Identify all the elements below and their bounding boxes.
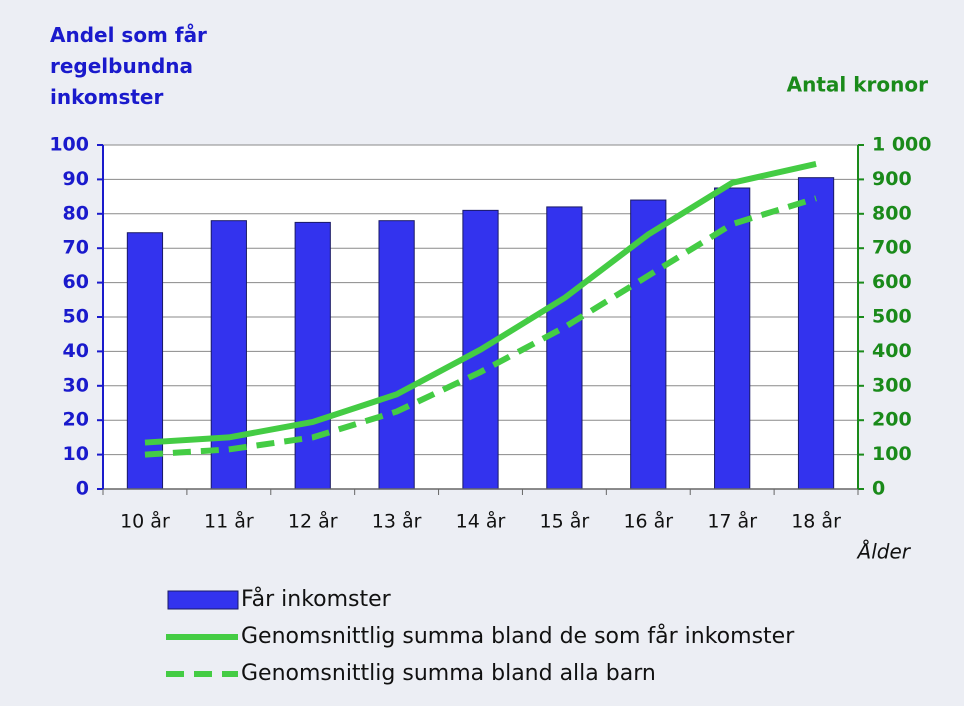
x-tick-label: 12 år bbox=[288, 510, 338, 533]
x-tick-label: 18 år bbox=[791, 510, 841, 533]
legend-label: Genomsnittlig summa bland alla barn bbox=[241, 661, 656, 686]
legend-label: Får inkomster bbox=[241, 586, 392, 612]
line bbox=[144, 160, 817, 446]
y-tick-label: 70 bbox=[63, 237, 89, 259]
y2-axis-title: Antal kronor bbox=[787, 73, 928, 97]
bar bbox=[126, 232, 164, 490]
y-tick-label: 40 bbox=[63, 340, 89, 362]
x-tick-label: 14 år bbox=[456, 510, 506, 533]
x-tick-label: 13 år bbox=[372, 510, 422, 533]
y-tick-label: 80 bbox=[63, 202, 89, 224]
bar bbox=[797, 177, 835, 490]
y2-tick-label: 700 bbox=[872, 237, 912, 259]
y2-tick-label: 400 bbox=[872, 340, 912, 362]
x-tick-label: 11 år bbox=[204, 510, 254, 533]
y-tick-label: 10 bbox=[63, 443, 89, 465]
y2-tick-label: 200 bbox=[872, 409, 912, 431]
y-tick-label: 60 bbox=[63, 271, 89, 293]
y-tick-label: 90 bbox=[63, 168, 89, 190]
y-tick-label: 50 bbox=[63, 306, 89, 328]
y2-tick-label: 900 bbox=[872, 168, 912, 190]
y-tick-label: 0 bbox=[76, 478, 89, 500]
bar bbox=[210, 220, 247, 490]
bar bbox=[294, 221, 331, 490]
x-tick-label: 15 år bbox=[540, 510, 590, 533]
legend-swatch bbox=[167, 590, 239, 610]
x-tick-label: 10 år bbox=[120, 510, 170, 533]
y-tick-label: 30 bbox=[63, 374, 89, 396]
x-axis-title: Ålder bbox=[856, 540, 912, 564]
legend-label: Genomsnittlig summa bland de som får ink… bbox=[241, 623, 795, 649]
line bbox=[144, 195, 817, 458]
y2-tick-label: 600 bbox=[872, 271, 912, 293]
y-tick-label: 100 bbox=[49, 134, 89, 156]
y2-tick-label: 500 bbox=[872, 306, 912, 328]
y2-tick-label: 800 bbox=[872, 202, 912, 224]
y2-tick-label: 300 bbox=[872, 374, 912, 396]
x-tick-label: 17 år bbox=[707, 510, 757, 533]
bar bbox=[378, 220, 415, 490]
bar bbox=[546, 206, 583, 490]
y2-tick-label: 1 000 bbox=[872, 134, 932, 156]
y2-tick-label: 0 bbox=[872, 478, 885, 500]
y2-tick-label: 100 bbox=[872, 443, 912, 465]
x-tick-label: 16 år bbox=[623, 510, 673, 533]
bar bbox=[714, 187, 751, 490]
bar bbox=[630, 199, 667, 490]
y-tick-label: 20 bbox=[63, 409, 89, 431]
y-axis-title: Andel som får regelbundna inkomster bbox=[50, 23, 207, 109]
